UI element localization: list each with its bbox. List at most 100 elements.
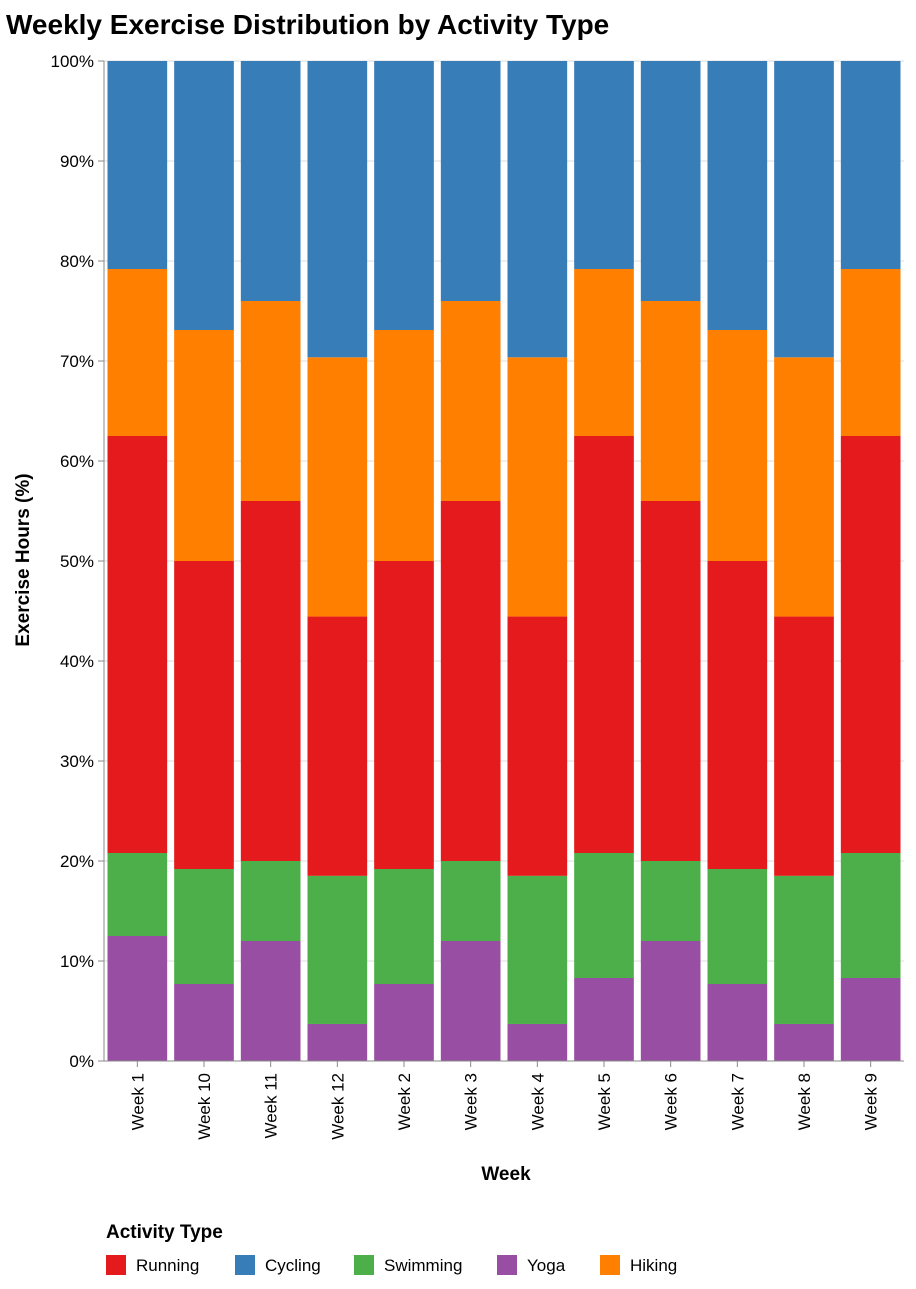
- bar-segment-running: Week 11 – Running: 36: [240, 501, 301, 861]
- x-tick-label: Week 10: [195, 1073, 214, 1140]
- bar-segment-hiking: Week 7 – Hiking: 23.1: [707, 330, 768, 561]
- bar-segment-yoga: Week 1 – Yoga: 12.5: [107, 936, 168, 1061]
- legend-swatch-cycling: [235, 1255, 255, 1275]
- y-tick-label: 100%: [51, 52, 94, 71]
- x-axis-title: Week: [481, 1164, 531, 1185]
- y-tick-label: 0%: [69, 1052, 94, 1071]
- bar-segment-swimming: Week 1 – Swimming: 8.3: [107, 853, 168, 936]
- legend-label-swimming: Swimming: [384, 1256, 462, 1275]
- bar-segment-yoga: Week 5 – Yoga: 8.3: [574, 978, 634, 1061]
- y-tick-label: 10%: [60, 952, 94, 971]
- bar-segment-hiking: Week 4 – Hiking: 25.9: [507, 357, 568, 617]
- bar-segment-swimming: Week 2 – Swimming: 11.5: [374, 869, 434, 984]
- bar-segment-cycling: Week 5 – Cycling: 20.8: [574, 61, 634, 269]
- bar-segment-swimming: Week 9 – Swimming: 12.5: [840, 853, 901, 978]
- chart-title: Weekly Exercise Distribution by Activity…: [6, 9, 609, 40]
- bar-segment-hiking: Week 1 – Hiking: 16.7: [107, 269, 168, 436]
- x-tick-label: Week 8: [795, 1073, 814, 1130]
- bar-segment-yoga: Week 2 – Yoga: 7.7: [374, 984, 434, 1061]
- x-tick-label: Week 12: [328, 1073, 347, 1140]
- grid-lines: [104, 60, 904, 1062]
- bar-segment-cycling: Week 6 – Cycling: 24: [640, 61, 701, 301]
- x-tick-label: Week 5: [595, 1073, 614, 1130]
- bar-segment-hiking: Week 2 – Hiking: 23.1: [374, 330, 434, 561]
- bar-segment-running: Week 7 – Running: 30.8: [707, 561, 768, 869]
- x-tick-label: Week 7: [728, 1073, 747, 1130]
- bar-segment-running: Week 2 – Running: 30.8: [374, 561, 434, 869]
- bar-segment-hiking: Week 3 – Hiking: 20: [440, 301, 501, 501]
- x-tick-label: Week 1: [128, 1073, 147, 1130]
- bar-segment-yoga: Week 7 – Yoga: 7.7: [707, 984, 768, 1061]
- x-tick-label: Week 2: [395, 1073, 414, 1130]
- bar-segment-yoga: Week 8 – Yoga: 3.7: [774, 1023, 834, 1061]
- bar-segment-cycling: Week 7 – Cycling: 26.9: [707, 61, 768, 330]
- legend-swatch-swimming: [354, 1255, 374, 1275]
- bar-segment-swimming: Week 5 – Swimming: 12.5: [574, 853, 634, 978]
- bar-segment-hiking: Week 11 – Hiking: 20: [240, 301, 301, 501]
- bar-segment-hiking: Week 5 – Hiking: 16.7: [574, 269, 634, 436]
- bar-segment-hiking: Week 9 – Hiking: 16.7: [840, 269, 901, 436]
- y-tick-label: 90%: [60, 152, 94, 171]
- y-tick-label: 20%: [60, 852, 94, 871]
- bar-segment-cycling: Week 2 – Cycling: 26.9: [374, 61, 434, 330]
- bar-segment-yoga: Week 10 – Yoga: 7.7: [174, 984, 234, 1061]
- bar-segment-yoga: Week 9 – Yoga: 8.3: [840, 978, 901, 1061]
- bar-segment-hiking: Week 6 – Hiking: 20: [640, 301, 701, 501]
- bar-segment-cycling: Week 11 – Cycling: 24: [240, 61, 301, 301]
- legend-label-hiking: Hiking: [630, 1256, 677, 1275]
- bar-segment-running: Week 1 – Running: 41.7: [107, 436, 168, 853]
- bar-segment-cycling: Week 9 – Cycling: 20.8: [840, 61, 901, 269]
- legend-label-running: Running: [136, 1256, 199, 1275]
- x-axis: Week 1 Week 10 Week 11 Week 12 Week 2 Week 3 W…: [104, 1060, 904, 1140]
- x-tick-label: Week 9: [862, 1073, 881, 1130]
- y-axis: 0% 10% 20% 30% 40% 50% 60% 70% 80% 90% 100%: [51, 52, 105, 1071]
- bar-segment-cycling: Week 4 – Cycling: 29.6: [507, 61, 568, 358]
- legend-label-yoga: Yoga: [527, 1256, 566, 1275]
- bar-segment-cycling: Week 8 – Cycling: 29.6: [774, 61, 834, 358]
- x-tick-label: Week 3: [462, 1073, 481, 1130]
- y-tick-label: 60%: [60, 452, 94, 471]
- bar-segment-running: Week 4 – Running: 25.9: [507, 616, 568, 876]
- bar-segment-running: Week 6 – Running: 36: [640, 501, 701, 861]
- bar-segment-cycling: Week 10 – Cycling: 26.9: [174, 61, 234, 330]
- bar-segment-cycling: Week 12 – Cycling: 29.6: [307, 61, 368, 358]
- bar-segment-hiking: Week 10 – Hiking: 23.1: [174, 330, 234, 561]
- bar-segment-cycling: Week 1 – Cycling: 20.8: [107, 61, 168, 269]
- legend-swatch-yoga: [497, 1255, 517, 1275]
- bar-segment-hiking: Week 8 – Hiking: 25.9: [774, 357, 834, 617]
- bar-segment-running: Week 10 – Running: 30.8: [174, 561, 234, 869]
- bar-segment-yoga: Week 4 – Yoga: 3.7: [507, 1023, 568, 1061]
- bar-segment-swimming: Week 11 – Swimming: 8: [240, 861, 301, 941]
- x-tick-label: Week 11: [262, 1073, 281, 1139]
- bar-segment-yoga: Week 6 – Yoga: 12: [640, 941, 701, 1061]
- y-axis-title: Exercise Hours (%): [13, 473, 34, 646]
- legend-label-cycling: Cycling: [265, 1256, 321, 1275]
- legend-title: Activity Type: [106, 1222, 223, 1243]
- bar-segment-swimming: Week 8 – Swimming: 14.8: [774, 875, 834, 1024]
- y-tick-label: 70%: [60, 352, 94, 371]
- bar-segment-swimming: Week 3 – Swimming: 8: [440, 861, 501, 941]
- bar-segment-running: Week 9 – Running: 41.7: [840, 436, 901, 853]
- bar-segment-swimming: Week 6 – Swimming: 8: [640, 861, 701, 941]
- bar-segment-running: Week 5 – Running: 41.7: [574, 436, 634, 853]
- y-tick-label: 50%: [60, 552, 94, 571]
- y-tick-label: 80%: [60, 252, 94, 271]
- y-tick-label: 40%: [60, 652, 94, 671]
- bar-segment-yoga: Week 3 – Yoga: 12: [440, 941, 501, 1061]
- legend: Running Cycling Swimming Yoga Hiking: [106, 1255, 677, 1275]
- bar-segment-swimming: Week 7 – Swimming: 11.5: [707, 869, 768, 984]
- bar-segment-running: Week 3 – Running: 36: [440, 501, 501, 861]
- bar-segment-running: Week 8 – Running: 25.9: [774, 616, 834, 876]
- bar-segment-running: Week 12 – Running: 25.9: [307, 616, 368, 876]
- bar-segment-hiking: Week 12 – Hiking: 25.9: [307, 357, 368, 617]
- bar-segment-yoga: Week 11 – Yoga: 12: [240, 941, 301, 1061]
- bar-segment-swimming: Week 4 – Swimming: 14.8: [507, 875, 568, 1024]
- legend-swatch-hiking: [600, 1255, 620, 1275]
- y-tick-label: 30%: [60, 752, 94, 771]
- bar-segment-cycling: Week 3 – Cycling: 24: [440, 61, 501, 301]
- x-tick-label: Week 6: [662, 1073, 681, 1130]
- x-tick-label: Week 4: [528, 1073, 547, 1130]
- bar-segment-swimming: Week 12 – Swimming: 14.8: [307, 875, 368, 1024]
